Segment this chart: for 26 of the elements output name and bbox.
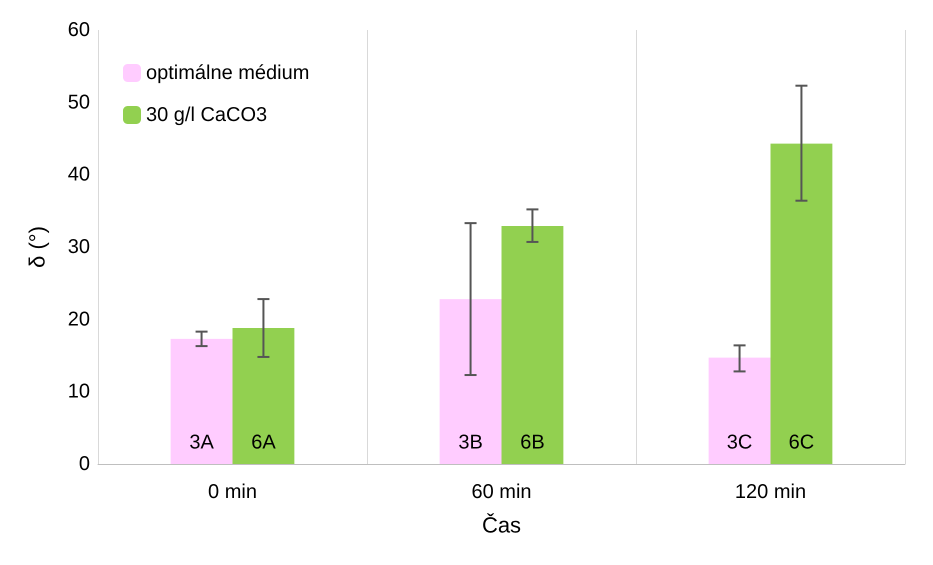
y-tick-label: 60 <box>68 19 90 41</box>
annotation: 6C <box>788 431 814 454</box>
y-tick-label: 0 <box>78 453 90 475</box>
annotation: 3B <box>458 431 483 454</box>
annotation: 3A <box>189 431 214 454</box>
bar <box>232 328 294 464</box>
y-tick-label: 10 <box>68 380 90 403</box>
y-tick-label: 40 <box>68 164 90 186</box>
y-tick-label: 30 <box>68 236 90 258</box>
bar <box>770 144 832 464</box>
bar <box>708 358 770 464</box>
annotation: 6A <box>251 431 276 454</box>
x-tick-label: 60 min <box>471 481 532 503</box>
legend-label: optimálne médium <box>146 62 310 84</box>
bar <box>502 226 564 464</box>
x-tick-label: 120 min <box>734 481 806 503</box>
annotation: 3C <box>726 431 752 454</box>
legend-label: 30 g/l CaCO3 <box>146 104 268 126</box>
bar <box>170 338 232 464</box>
y-tick-label: 20 <box>68 308 90 330</box>
x-tick-label: 0 min <box>208 481 257 503</box>
x-axis-title: Čas <box>482 512 522 538</box>
y-axis-title: δ (°) <box>24 226 50 268</box>
annotation: 6B <box>520 431 545 454</box>
y-tick-label: 50 <box>68 91 90 114</box>
bar <box>440 299 502 464</box>
